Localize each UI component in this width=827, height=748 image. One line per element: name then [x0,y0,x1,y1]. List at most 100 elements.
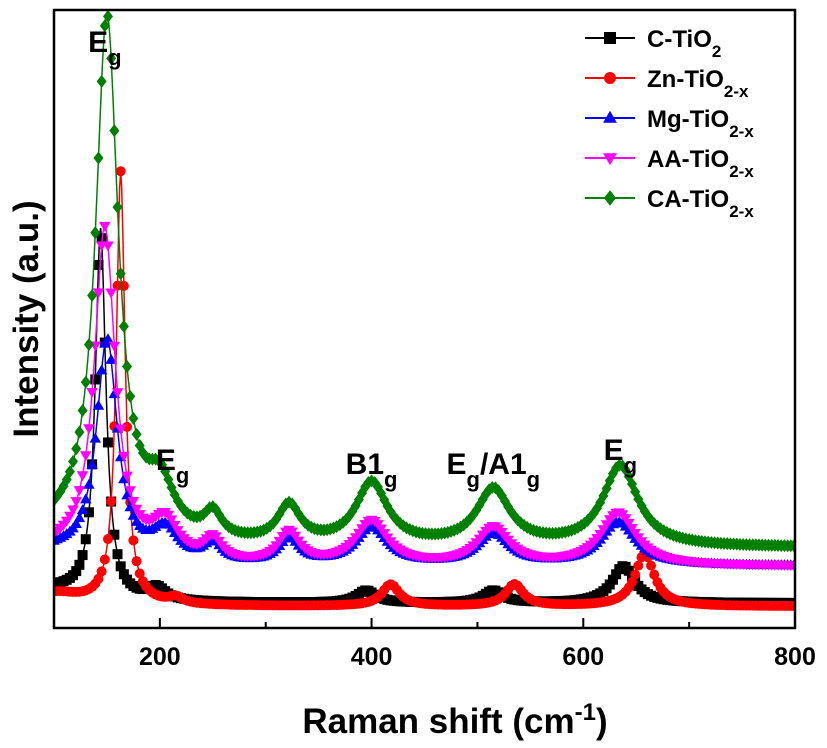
series-aa-tio2-x [54,221,795,572]
data-point [90,374,101,385]
data-point [198,507,209,521]
data-point [611,569,622,580]
data-point [649,569,660,580]
data-point [93,259,104,270]
legend-marker [604,32,616,44]
data-point [118,280,129,291]
series-ca-tio2-x [54,10,795,553]
data-point [115,166,126,177]
peak-annotations: Eg Eg B1g Eg/A1g Eg [88,26,637,492]
data-point [77,404,88,418]
legend-label: Mg-TiO2-x [647,106,754,141]
data-point [274,507,285,521]
series-c-tio2 [54,228,795,608]
peak-label: Eg [156,444,189,488]
x-tick-label: 600 [562,643,604,671]
data-point [105,353,117,364]
legend: C-TiO2 Zn-TiO2-x Mg-TiO2-x AA-TiO2-x CA-TiO2… [585,26,754,221]
legend-label: CA-TiO2-x [647,186,754,221]
data-point [114,424,127,435]
legend-marker [604,72,616,84]
data-point [115,561,126,572]
data-point [290,501,301,515]
legend-entry: CA-TiO2-x [585,186,754,221]
data-point [118,451,130,462]
x-tick-label: 400 [351,643,393,671]
data-point [77,550,88,561]
data-point [128,411,139,425]
data-point [788,561,795,572]
data-point [102,534,113,545]
data-point [134,568,145,579]
data-point [506,505,517,519]
data-point [58,479,69,493]
data-point [102,10,113,23]
data-point [83,507,94,518]
data-point [80,534,91,545]
data-point [646,560,657,571]
data-point [76,471,89,482]
data-point [385,505,396,519]
data-point [122,421,133,432]
peak-label: B1g [346,448,398,492]
legend-entry: AA-TiO2-x [585,146,754,181]
x-axis-ticks: 200 400 600 800 [53,618,816,671]
data-point [89,432,102,443]
data-point [86,387,98,398]
legend-marker [603,153,617,166]
data-point [128,535,139,546]
data-point [623,518,635,529]
data-point [165,515,178,526]
data-point [74,559,85,570]
data-point [92,399,105,410]
data-point [80,375,91,389]
data-point [105,288,117,299]
legend-entry: C-TiO2 [585,26,721,61]
data-point [80,493,92,504]
data-point [623,565,634,576]
data-point [99,19,110,33]
x-tick-label: 200 [139,643,181,671]
legend-label: C-TiO2 [647,26,721,61]
data-point [109,529,120,540]
data-point [121,471,133,482]
data-point [95,364,108,375]
data-point [73,512,86,523]
legend-label: Zn-TiO2-x [647,66,749,101]
data-point [112,549,123,560]
data-point [607,574,618,585]
x-tick-label: 800 [774,643,816,671]
data-point [102,437,113,448]
data-point [86,458,98,469]
data-point [96,566,107,577]
data-point [168,520,181,531]
data-point [127,496,140,507]
data-point [73,486,86,497]
legend-entry: Zn-TiO2-x [585,66,749,101]
data-point [99,221,111,232]
data-point [64,465,75,479]
data-point [87,289,98,303]
data-point [111,388,124,399]
data-point [121,489,133,500]
data-point [109,124,120,138]
peak-label: Eg [604,434,637,478]
data-point [102,333,114,344]
data-point [76,504,89,515]
data-point [118,569,129,580]
data-point [788,539,795,553]
data-point [99,554,110,565]
data-point [74,425,85,439]
data-point [83,338,94,352]
data-point [122,359,133,373]
peak-label: Eg/A1g [447,448,541,492]
data-point [102,241,114,252]
data-point [83,424,95,435]
data-point [106,51,117,65]
data-point [118,319,129,333]
plot-frame [52,8,797,630]
data-point [68,455,79,469]
data-point [633,560,644,571]
data-point [80,451,92,462]
